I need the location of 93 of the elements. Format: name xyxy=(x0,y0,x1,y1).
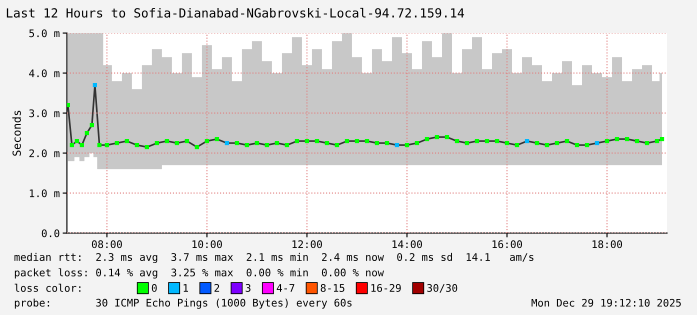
chart-title: Last 12 Hours to Sofia-Dianabad-NGabrovski-Local-94.72.159.14 xyxy=(6,8,464,18)
legend-label: 0 xyxy=(152,284,157,292)
point xyxy=(174,141,180,146)
point xyxy=(414,141,420,146)
y-tick-label: 0.0 xyxy=(42,229,60,238)
point xyxy=(624,137,630,142)
point xyxy=(604,139,610,144)
point xyxy=(494,139,500,144)
point xyxy=(354,139,360,144)
point xyxy=(384,141,390,146)
y-tick-label: 1.0 m xyxy=(30,189,60,198)
point xyxy=(204,139,210,144)
x-tick-label: 18:00 xyxy=(592,240,622,248)
point xyxy=(284,143,290,148)
y-tick-label: 4.0 m xyxy=(29,69,60,78)
text: probe: 30 ICMP Echo Pings (1000 Bytes) every 60s xyxy=(14,298,352,309)
line-series xyxy=(67,84,663,148)
point xyxy=(434,135,440,140)
legend-label: 3 xyxy=(246,284,250,292)
point xyxy=(144,145,150,150)
point xyxy=(114,141,120,146)
text: packet loss: 0.14 % avg 3.25 % max 0.00 % min 0.00 % now xyxy=(14,268,384,279)
point xyxy=(274,141,280,146)
point xyxy=(164,139,170,144)
point xyxy=(90,123,94,128)
point xyxy=(264,143,270,148)
legend-label: 4-7 xyxy=(276,284,294,292)
point xyxy=(504,141,510,146)
point xyxy=(464,141,470,146)
point xyxy=(84,131,89,136)
point xyxy=(154,141,160,146)
point xyxy=(584,143,590,148)
point xyxy=(184,139,190,144)
x-tick-label: 12:00 xyxy=(292,240,322,248)
x-tick-label: 14:00 xyxy=(392,240,422,248)
legend-label: 16-29 xyxy=(371,284,401,292)
point xyxy=(574,143,580,148)
point xyxy=(634,139,640,144)
point xyxy=(660,137,664,142)
point xyxy=(644,141,650,146)
point xyxy=(534,141,540,146)
point xyxy=(554,141,560,146)
y-tick-label: 2.0 m xyxy=(29,149,60,158)
point xyxy=(194,145,200,150)
point xyxy=(654,139,660,144)
point xyxy=(474,139,480,144)
x-tick-label: 16:00 xyxy=(492,240,522,248)
point xyxy=(70,143,74,148)
point xyxy=(514,143,520,148)
point xyxy=(324,141,330,146)
point xyxy=(124,139,130,144)
point xyxy=(374,141,380,146)
point xyxy=(254,141,260,146)
point xyxy=(424,137,430,142)
point xyxy=(66,103,70,108)
point xyxy=(134,143,140,148)
x-tick-label: 08:00 xyxy=(92,240,122,248)
point xyxy=(234,141,240,146)
text: median rtt: 2.3 ms avg 3.7 ms max 2.1 ms min 2.4 ms now 0.2 ms sd 14.1 am/s xyxy=(14,252,534,264)
legend-label: 1 xyxy=(184,284,188,292)
point xyxy=(444,135,450,140)
point xyxy=(92,83,97,88)
point xyxy=(334,143,340,148)
point xyxy=(104,143,110,148)
point xyxy=(80,143,84,148)
point xyxy=(344,139,350,144)
legend-label: 8-15 xyxy=(320,284,344,292)
point xyxy=(394,143,400,148)
text: loss color: xyxy=(14,284,80,292)
legend-label: 2 xyxy=(214,284,220,292)
point xyxy=(364,139,370,144)
point xyxy=(404,143,410,148)
point xyxy=(97,143,102,148)
point xyxy=(294,139,300,144)
y-tick-label: 3.0 m xyxy=(29,109,60,118)
legend-label: 30/30 xyxy=(427,284,458,293)
point xyxy=(74,139,79,144)
text: Mon Dec 29 19:12:10 2025 xyxy=(532,298,681,307)
point xyxy=(524,139,530,144)
y-axis-title: Seconds xyxy=(12,110,21,156)
point xyxy=(224,141,230,146)
point xyxy=(484,139,490,144)
point xyxy=(454,139,460,144)
point xyxy=(594,141,600,146)
point xyxy=(304,139,310,144)
point xyxy=(314,139,320,144)
x-tick-label: 10:00 xyxy=(192,240,222,248)
point xyxy=(214,137,220,142)
point xyxy=(544,143,550,148)
point xyxy=(244,143,250,148)
y-tick-label: 5.0 m xyxy=(29,29,60,38)
point xyxy=(564,139,570,144)
point xyxy=(614,137,620,142)
